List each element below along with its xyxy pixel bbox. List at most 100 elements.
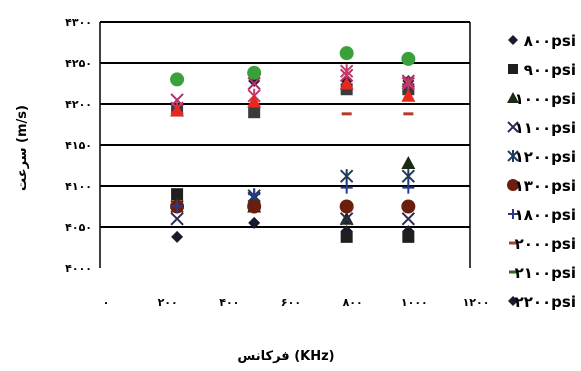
- y-axis-title: سرعت (m/s): [15, 105, 30, 191]
- legend-label: ۱۱۰۰psi: [515, 119, 576, 137]
- y-axis-tick-labels: ۴۰۰۰ ۴۰۵۰ ۴۱۰۰ ۴۱۵۰ ۴۲۰۰ ۴۲۵۰ ۴۳۰۰: [65, 16, 92, 275]
- legend-item: ۱۰۰۰psi: [507, 90, 576, 108]
- legend-item: ۲۱۰۰psi: [509, 264, 576, 282]
- series-9: [171, 75, 415, 115]
- legend: ۸۰۰psi ۹۰۰psi ۱۰۰۰psi ۱۱۰۰psi ۱۲۰۰psi ۱۳۰۰psi…: [507, 32, 576, 311]
- data-point: [339, 212, 354, 226]
- legend-marker: [508, 64, 518, 74]
- legend-marker: [507, 179, 519, 191]
- y-tick-label: ۴۱۵۰: [65, 139, 92, 152]
- series-14: [170, 46, 416, 87]
- x-tick-label: ۱۰۰۰: [401, 296, 428, 309]
- data-point: [340, 181, 353, 194]
- legend-marker: [509, 270, 517, 274]
- series-1: [171, 188, 415, 243]
- legend-label: ۲۱۰۰psi: [515, 264, 576, 282]
- legend-label: ۲۲۰۰psi: [515, 293, 576, 311]
- data-point: [401, 76, 416, 91]
- data-point: [247, 65, 262, 80]
- data-point: [248, 188, 261, 201]
- grid-lines: [100, 21, 470, 228]
- x-tick-label: ۴۰۰: [219, 296, 239, 309]
- legend-marker: [507, 150, 519, 162]
- legend-item: ۹۰۰psi: [508, 61, 576, 79]
- data-point: [401, 156, 416, 170]
- data-point: [402, 181, 415, 194]
- legend-label: ۱۳۰۰psi: [515, 177, 576, 195]
- series-0: [171, 216, 415, 243]
- series-13: [170, 76, 416, 117]
- legend-marker: [507, 92, 519, 103]
- legend-label: ۱۲۰۰psi: [515, 148, 576, 166]
- series-6: [171, 181, 415, 213]
- data-point: [170, 212, 184, 226]
- data-point: [247, 94, 262, 108]
- y-tick-label: ۴۲۰۰: [65, 98, 92, 111]
- legend-label: ۱۰۰۰psi: [515, 90, 576, 108]
- data-point: [247, 76, 261, 91]
- series-5: [170, 199, 416, 214]
- legend-item: ۲۲۰۰psi: [508, 293, 576, 311]
- legend-item: ۲۰۰۰psi: [509, 235, 576, 253]
- series-3: [170, 191, 416, 226]
- plot-area-frame: [99, 22, 471, 268]
- series-12: [170, 64, 416, 116]
- x-tick-label: ۸۰۰: [343, 296, 363, 309]
- y-tick-label: ۴۰۵۰: [65, 221, 92, 234]
- x-axis-title: فرکانس (KHz): [237, 349, 334, 364]
- data-point: [402, 230, 415, 243]
- x-tick-label: ۱۲۰۰: [463, 296, 490, 309]
- x-tick-label: ۰: [103, 296, 110, 309]
- series-11: [170, 68, 416, 107]
- legend-marker: [508, 35, 518, 45]
- legend-marker: [508, 209, 518, 219]
- data-point: [339, 64, 354, 79]
- y-tick-label: ۴۰۰۰: [65, 262, 92, 275]
- legend-marker: [508, 296, 518, 306]
- legend-item: ۱۳۰۰psi: [507, 177, 576, 195]
- data-point: [401, 88, 416, 102]
- series-4: [170, 169, 416, 214]
- legend-item: ۸۰۰psi: [508, 32, 576, 50]
- x-axis-tick-labels: ۰ ۲۰۰ ۴۰۰ ۶۰۰ ۸۰۰ ۱۰۰۰ ۱۲۰۰: [103, 296, 490, 309]
- data-point: [339, 169, 354, 184]
- data-point: [171, 200, 184, 213]
- data-point: [401, 212, 416, 226]
- legend-item: ۱۱۰۰psi: [507, 119, 576, 137]
- legend-marker: [509, 241, 517, 245]
- data-points: [170, 46, 416, 243]
- legend-label: ۹۰۰psi: [524, 61, 576, 79]
- data-point: [247, 199, 262, 214]
- series-8: [172, 86, 414, 110]
- legend-item: ۱۲۰۰psi: [507, 148, 576, 166]
- y-tick-label: ۴۳۰۰: [65, 16, 92, 29]
- legend-label: ۲۰۰۰psi: [515, 235, 576, 253]
- data-point: [401, 199, 416, 214]
- series-10: [171, 83, 415, 119]
- data-point: [401, 169, 416, 184]
- x-tick-label: ۲۰۰: [158, 296, 178, 309]
- data-point: [341, 112, 352, 116]
- legend-marker: [507, 121, 519, 133]
- data-point: [170, 103, 185, 117]
- x-tick-label: ۶۰۰: [281, 296, 301, 309]
- y-tick-label: ۴۲۵۰: [65, 57, 92, 70]
- data-point: [401, 51, 416, 66]
- data-point: [170, 72, 185, 87]
- data-point: [171, 230, 184, 243]
- legend-label: ۸۰۰psi: [524, 32, 576, 50]
- series-2: [170, 156, 416, 225]
- data-point: [340, 230, 353, 243]
- data-point: [248, 216, 261, 229]
- series-7: [172, 106, 414, 116]
- data-point: [403, 112, 414, 116]
- data-point: [339, 76, 354, 90]
- data-point: [339, 199, 354, 214]
- data-point: [171, 188, 184, 201]
- data-point: [248, 106, 261, 119]
- data-point: [339, 46, 354, 61]
- legend-label: ۱۸۰۰psi: [515, 206, 576, 224]
- y-tick-label: ۴۱۰۰: [65, 180, 92, 193]
- legend-item: ۱۸۰۰psi: [508, 206, 576, 224]
